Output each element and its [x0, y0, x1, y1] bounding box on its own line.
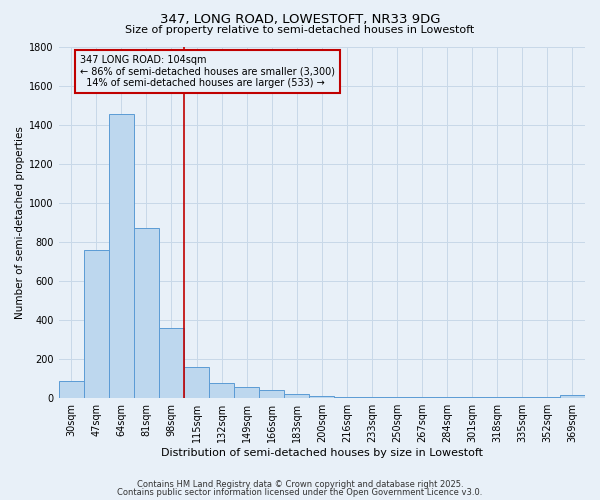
Bar	[535, 397, 560, 398]
Bar	[159, 328, 184, 398]
Bar	[259, 390, 284, 398]
Bar	[184, 368, 209, 398]
Bar	[410, 396, 434, 398]
Text: Contains public sector information licensed under the Open Government Licence v3: Contains public sector information licen…	[118, 488, 482, 497]
Text: Contains HM Land Registry data © Crown copyright and database right 2025.: Contains HM Land Registry data © Crown c…	[137, 480, 463, 489]
Y-axis label: Number of semi-detached properties: Number of semi-detached properties	[15, 126, 25, 318]
Bar	[359, 396, 385, 398]
Bar	[234, 387, 259, 398]
Bar	[385, 396, 410, 398]
Bar	[84, 250, 109, 398]
X-axis label: Distribution of semi-detached houses by size in Lowestoft: Distribution of semi-detached houses by …	[161, 448, 483, 458]
Bar	[109, 114, 134, 398]
Bar	[460, 396, 485, 398]
Text: 347 LONG ROAD: 104sqm
← 86% of semi-detached houses are smaller (3,300)
  14% of: 347 LONG ROAD: 104sqm ← 86% of semi-deta…	[80, 56, 335, 88]
Text: Size of property relative to semi-detached houses in Lowestoft: Size of property relative to semi-detach…	[125, 25, 475, 35]
Bar	[209, 383, 234, 398]
Bar	[510, 397, 535, 398]
Bar	[434, 396, 460, 398]
Text: 347, LONG ROAD, LOWESTOFT, NR33 9DG: 347, LONG ROAD, LOWESTOFT, NR33 9DG	[160, 12, 440, 26]
Bar	[59, 381, 84, 398]
Bar	[560, 395, 585, 398]
Bar	[134, 228, 159, 398]
Bar	[309, 396, 334, 398]
Bar	[485, 397, 510, 398]
Bar	[334, 396, 359, 398]
Bar	[284, 394, 309, 398]
